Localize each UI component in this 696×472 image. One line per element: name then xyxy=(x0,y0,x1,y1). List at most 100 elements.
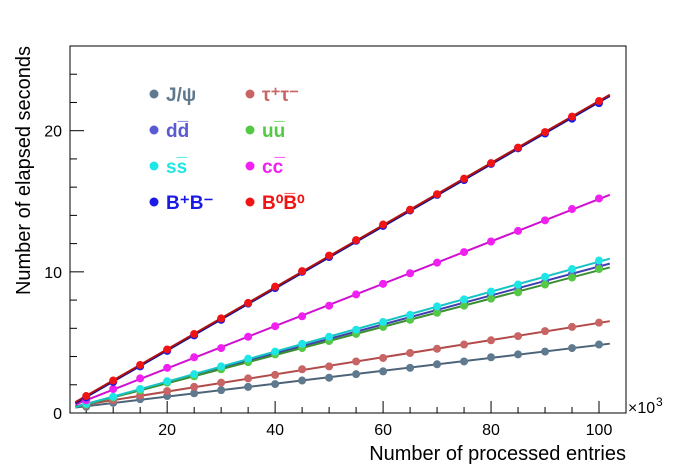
x-multiplier: ×10 3 xyxy=(628,395,663,417)
data-point xyxy=(163,363,172,372)
data-point xyxy=(190,370,199,379)
data-point xyxy=(190,329,199,338)
y-axis: 0 10 20 xyxy=(44,45,84,423)
fit-line xyxy=(75,257,611,409)
data-point xyxy=(514,226,523,235)
fit-line xyxy=(75,266,611,409)
plot-frame xyxy=(69,45,627,414)
data-point xyxy=(406,310,415,319)
data-point xyxy=(487,336,496,345)
data-point xyxy=(514,280,523,289)
data-point xyxy=(109,392,118,401)
legend-item: ss̅ xyxy=(149,157,188,178)
data-point xyxy=(244,332,253,341)
legend-item: J/ψ xyxy=(149,85,196,106)
data-point xyxy=(136,361,145,370)
data-point xyxy=(595,256,604,265)
data-point xyxy=(82,392,91,401)
data-point xyxy=(568,205,577,214)
fit-line xyxy=(74,95,611,405)
legend-marker xyxy=(149,89,159,99)
data-point xyxy=(460,174,469,183)
legend-label: B⁺B⁻ xyxy=(166,193,214,214)
data-point xyxy=(352,357,361,366)
x-tick-label: 100 xyxy=(586,422,613,439)
data-point xyxy=(298,312,307,321)
legend-marker xyxy=(245,125,255,135)
data-point xyxy=(595,340,604,349)
x-tick-label: 80 xyxy=(482,422,500,439)
data-point xyxy=(244,374,253,383)
legend-label: uu̅ xyxy=(262,121,285,142)
data-point xyxy=(568,322,577,331)
data-point xyxy=(568,265,577,274)
data-point xyxy=(244,298,253,307)
data-point xyxy=(217,386,226,395)
legend-label: dd̅ xyxy=(166,121,189,142)
data-point xyxy=(217,314,226,323)
data-point xyxy=(190,382,199,391)
data-point xyxy=(541,280,550,289)
data-point xyxy=(163,345,172,354)
data-point xyxy=(487,287,496,296)
fit-line xyxy=(75,193,611,406)
data-point xyxy=(271,370,280,379)
data-point xyxy=(271,282,280,291)
data-point xyxy=(460,248,469,257)
data-point xyxy=(325,332,334,341)
data-point xyxy=(568,112,577,121)
data-point xyxy=(163,387,172,396)
data-point xyxy=(244,382,253,391)
data-point xyxy=(298,267,307,276)
data-point xyxy=(298,339,307,348)
data-point xyxy=(406,363,415,372)
legend-marker xyxy=(245,197,255,207)
legend-marker xyxy=(149,161,159,171)
legend-label: τ⁺τ⁻ xyxy=(262,85,299,106)
legend-label: ss̅ xyxy=(166,157,188,178)
y-tick-label: 0 xyxy=(53,406,62,423)
data-point xyxy=(514,350,523,359)
data-point xyxy=(433,360,442,369)
data-point xyxy=(595,194,604,203)
data-point xyxy=(541,272,550,281)
data-point xyxy=(433,302,442,311)
data-point xyxy=(190,353,199,362)
legend-item: uu̅ xyxy=(245,121,285,142)
legend-item: cc̅ xyxy=(245,157,286,178)
data-point xyxy=(190,389,199,398)
data-point xyxy=(460,357,469,366)
data-point xyxy=(109,376,118,385)
y-axis-label: Number of elapsed seconds xyxy=(13,46,35,295)
fit-lines xyxy=(74,93,611,409)
data-point xyxy=(271,347,280,356)
y-tick-label: 20 xyxy=(44,124,62,141)
data-point xyxy=(487,294,496,303)
legend-item: B⁺B⁻ xyxy=(149,193,214,214)
x-axis-label: Number of processed entries xyxy=(369,443,626,465)
data-point xyxy=(595,97,604,106)
data-point xyxy=(460,295,469,304)
data-point xyxy=(271,380,280,389)
data-point xyxy=(595,318,604,327)
y-tick-label: 10 xyxy=(44,265,62,282)
data-point xyxy=(136,374,145,383)
legend-item: B⁰B̅⁰ xyxy=(245,193,305,214)
plot-border xyxy=(69,45,627,414)
x-axis: 20 40 60 80 100 xyxy=(85,401,627,439)
legend-label: cc̅ xyxy=(262,157,286,178)
data-point xyxy=(514,143,523,152)
legend-marker xyxy=(245,89,255,99)
data-point xyxy=(217,378,226,387)
data-point xyxy=(163,377,172,386)
data-point xyxy=(379,279,388,288)
data-point xyxy=(514,332,523,341)
legend-marker xyxy=(149,125,159,135)
fit-line xyxy=(75,320,610,408)
data-point xyxy=(568,273,577,282)
data-point xyxy=(406,205,415,214)
legend: J/ψ τ⁺τ⁻ dd̅ uu̅ ss̅ cc̅ B⁺B⁻ B⁰B̅⁰ xyxy=(149,85,305,214)
data-point xyxy=(352,236,361,245)
data-point xyxy=(352,370,361,379)
data-point xyxy=(109,385,118,394)
